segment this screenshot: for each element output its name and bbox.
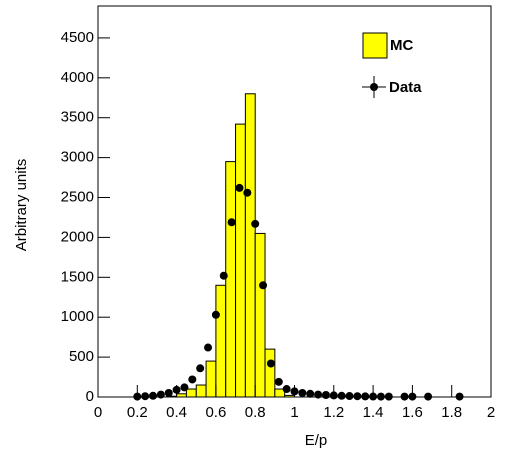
y-tick-label: 500: [69, 348, 94, 365]
y-tick-label: 2000: [61, 228, 94, 245]
data-point: [149, 391, 158, 400]
y-tick-label: 2500: [61, 188, 94, 205]
data-point: [196, 364, 205, 373]
x-tick-label: 0.6: [205, 404, 226, 421]
data-point: [353, 392, 362, 401]
data-point: [361, 392, 370, 401]
histogram-bar: [225, 161, 237, 398]
data-point: [266, 359, 275, 368]
data-point: [306, 389, 315, 398]
data-point: [180, 383, 189, 392]
data-point: [141, 392, 150, 401]
y-tick-label: 4500: [61, 29, 94, 46]
y-tick-label: 3000: [61, 149, 94, 166]
y-axis-title: Arbitrary units: [13, 159, 30, 252]
data-point: [188, 375, 197, 384]
histogram-bar: [215, 284, 227, 398]
y-tick-label: 3500: [61, 109, 94, 126]
data-point: [274, 377, 283, 386]
data-point: [321, 391, 330, 400]
data-point: [243, 188, 252, 197]
histogram-bar: [185, 388, 197, 398]
legend-label: Data: [389, 79, 422, 96]
x-tick-label: 1.8: [441, 404, 462, 421]
data-point: [219, 271, 228, 280]
data-point: [282, 385, 291, 394]
data-point: [251, 219, 260, 228]
histogram-bar: [205, 360, 217, 398]
data-point: [227, 218, 236, 227]
histogram-bar: [235, 123, 246, 398]
data-point: [235, 183, 244, 192]
y-tick-label: 1500: [61, 268, 94, 285]
x-tick-label: 0.2: [127, 404, 148, 421]
legend-label: MC: [390, 37, 413, 54]
y-tick-label: 1000: [61, 308, 94, 325]
data-point: [298, 389, 307, 398]
histogram-bar: [195, 384, 207, 398]
x-tick-label: 1.4: [363, 404, 384, 421]
data-point: [164, 389, 173, 398]
x-tick-label: 0.8: [245, 404, 266, 421]
histogram-bar: [254, 232, 266, 398]
data-point: [259, 281, 268, 290]
legend-marker: [370, 83, 378, 91]
histogram-bar: [264, 348, 276, 398]
data-point: [204, 343, 213, 352]
x-tick-label: 1.6: [402, 404, 423, 421]
x-tick-label: 1: [290, 404, 298, 421]
x-tick-label: 0: [94, 404, 102, 421]
x-tick-label: 1.2: [323, 404, 344, 421]
data-point: [345, 392, 354, 401]
data-point: [337, 391, 346, 400]
x-axis-title: E/p: [305, 432, 328, 449]
legend-swatch: [362, 32, 388, 59]
y-tick-label: 4000: [61, 69, 94, 86]
x-tick-label: 2: [487, 404, 495, 421]
y-tick-label: 0: [86, 388, 94, 405]
histogram-bar: [244, 93, 256, 398]
data-point: [211, 310, 220, 319]
x-tick-label: 0.4: [166, 404, 187, 421]
